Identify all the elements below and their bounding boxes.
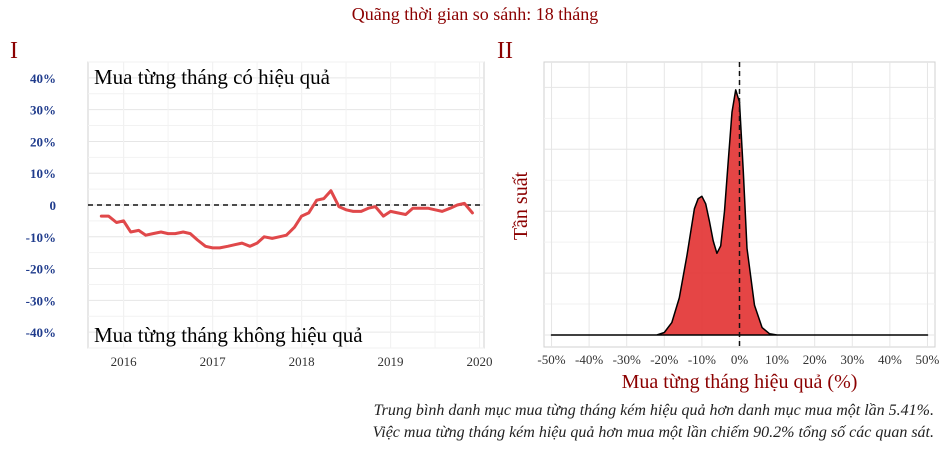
x-tick-label: 2018 — [289, 354, 315, 369]
x-tick-label: 20% — [803, 352, 827, 367]
panel-label-left: I — [10, 38, 18, 64]
footnote-line-1: Trung bình danh mục mua từng tháng kém h… — [373, 402, 934, 419]
x-tick-label: -20% — [650, 352, 678, 367]
x-tick-label: 50% — [916, 352, 940, 367]
y-tick-label: 40% — [30, 71, 56, 86]
annotation-top: Mua từng tháng có hiệu quả — [94, 65, 331, 89]
x-tick-label: -30% — [613, 352, 641, 367]
x-tick-label: -50% — [537, 352, 565, 367]
x-tick-label: -40% — [575, 352, 603, 367]
panel-label-right: II — [497, 38, 513, 64]
x-tick-label: 2016 — [111, 354, 138, 369]
annotation-bottom: Mua từng tháng không hiệu quả — [94, 323, 363, 347]
x-axis-title: Mua từng tháng hiệu quả (%) — [622, 371, 858, 393]
y-tick-label: -20% — [26, 262, 56, 277]
y-tick-label: 0 — [50, 198, 57, 213]
y-tick-label: 20% — [30, 134, 56, 149]
page-title: Quãng thời gian so sánh: 18 tháng — [351, 4, 599, 24]
x-tick-label: 2020 — [467, 354, 493, 369]
x-tick-label: -10% — [688, 352, 716, 367]
y-axis-title: Tần suất — [510, 171, 532, 240]
y-tick-label: -40% — [26, 325, 56, 340]
y-tick-label: 10% — [30, 166, 56, 181]
y-tick-label: -30% — [26, 293, 56, 308]
y-tick-label: -10% — [26, 230, 56, 245]
y-tick-label: 30% — [30, 103, 56, 118]
x-tick-label: 0% — [731, 352, 749, 367]
x-tick-label: 30% — [840, 352, 864, 367]
x-tick-label: 40% — [878, 352, 902, 367]
footnote-line-2: Việc mua từng tháng kém hiệu quả hơn mua… — [372, 424, 934, 441]
density-area — [550, 89, 929, 336]
x-tick-label: 10% — [765, 352, 789, 367]
x-tick-label: 2019 — [378, 354, 404, 369]
x-tick-label: 2017 — [200, 354, 227, 369]
